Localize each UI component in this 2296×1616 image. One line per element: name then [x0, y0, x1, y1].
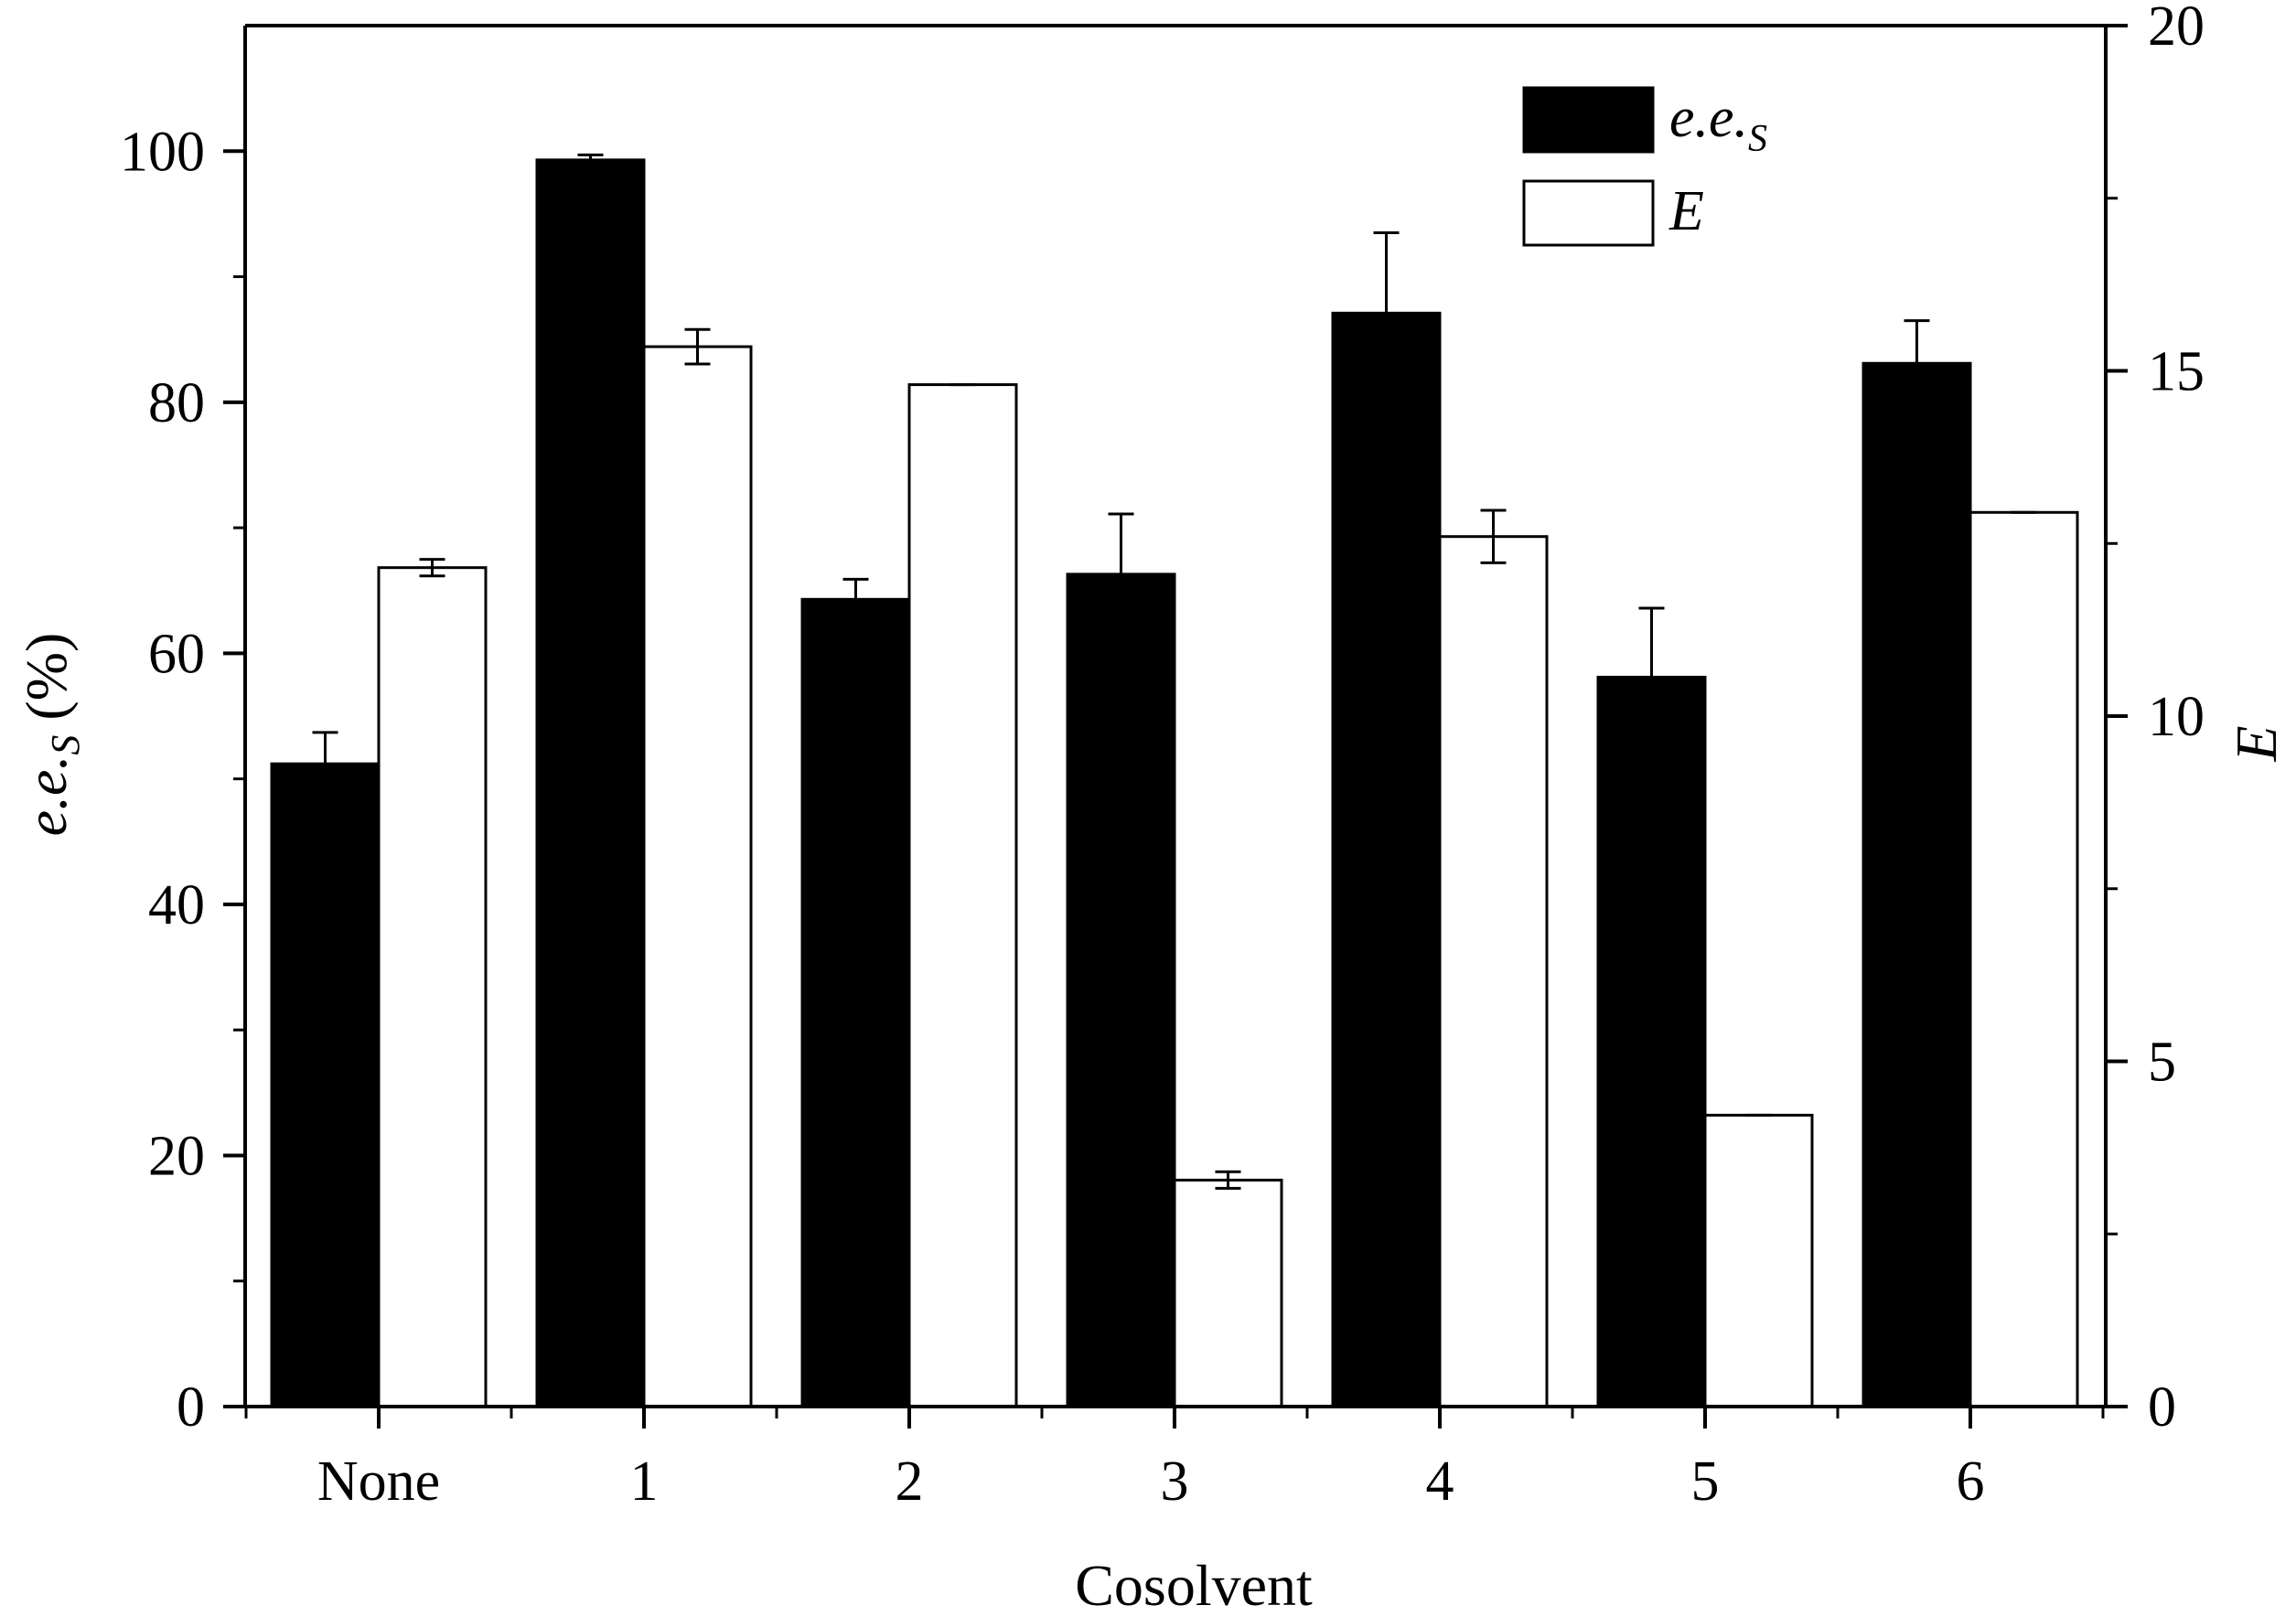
x-tick-label-5: 5: [1691, 1450, 1720, 1513]
bar-e-6: [1969, 510, 2079, 1408]
y2-tick-label: 5: [2148, 1032, 2176, 1094]
x-tick-label-3: 3: [1161, 1450, 1189, 1513]
legend-label-ees: e.e.S: [1669, 87, 1767, 160]
y-tick-label: 100: [120, 121, 205, 183]
x-tick-label-none: None: [317, 1450, 440, 1513]
bar-e-none: [377, 566, 488, 1408]
y-tick-label: 0: [177, 1376, 205, 1439]
x-axis-title: Cosolvent: [1075, 1553, 1313, 1611]
y2-tick-label: 20: [2148, 0, 2205, 58]
bar-ees-2: [800, 597, 911, 1408]
y-tick-label: 20: [148, 1125, 205, 1187]
y2-tick-label: 15: [2148, 341, 2205, 403]
bar-e-5: [1703, 1113, 1814, 1408]
x-tick-label-4: 4: [1426, 1450, 1454, 1513]
y2-axis-title: E: [2224, 725, 2289, 762]
bar-e-2: [907, 383, 1018, 1408]
y2-tick-label: 10: [2148, 686, 2205, 748]
x-tick-label-6: 6: [1957, 1450, 1985, 1513]
bar-ees-3: [1066, 573, 1176, 1408]
y-tick-label: 80: [148, 372, 205, 434]
bar-e-3: [1173, 1178, 1283, 1408]
bar-ees-4: [1331, 311, 1442, 1408]
y2-tick-label: 0: [2148, 1376, 2176, 1439]
y-tick-label: 40: [148, 874, 205, 936]
y-tick-label: 60: [148, 623, 205, 685]
bar-e-4: [1438, 535, 1549, 1408]
bar-ees-1: [535, 158, 646, 1408]
bar-ees-6: [1861, 361, 1972, 1408]
legend-swatch-ees: [1522, 86, 1655, 154]
x-tick-label-2: 2: [896, 1450, 924, 1513]
y-axis-title: e.e.S (%): [14, 633, 88, 837]
bar-ees-none: [270, 762, 381, 1408]
bar-e-1: [642, 345, 753, 1408]
bar-ees-5: [1596, 675, 1707, 1408]
legend-swatch-e: [1522, 179, 1655, 247]
x-tick-label-1: 1: [630, 1450, 659, 1513]
legend-label-e: E: [1668, 180, 1704, 242]
